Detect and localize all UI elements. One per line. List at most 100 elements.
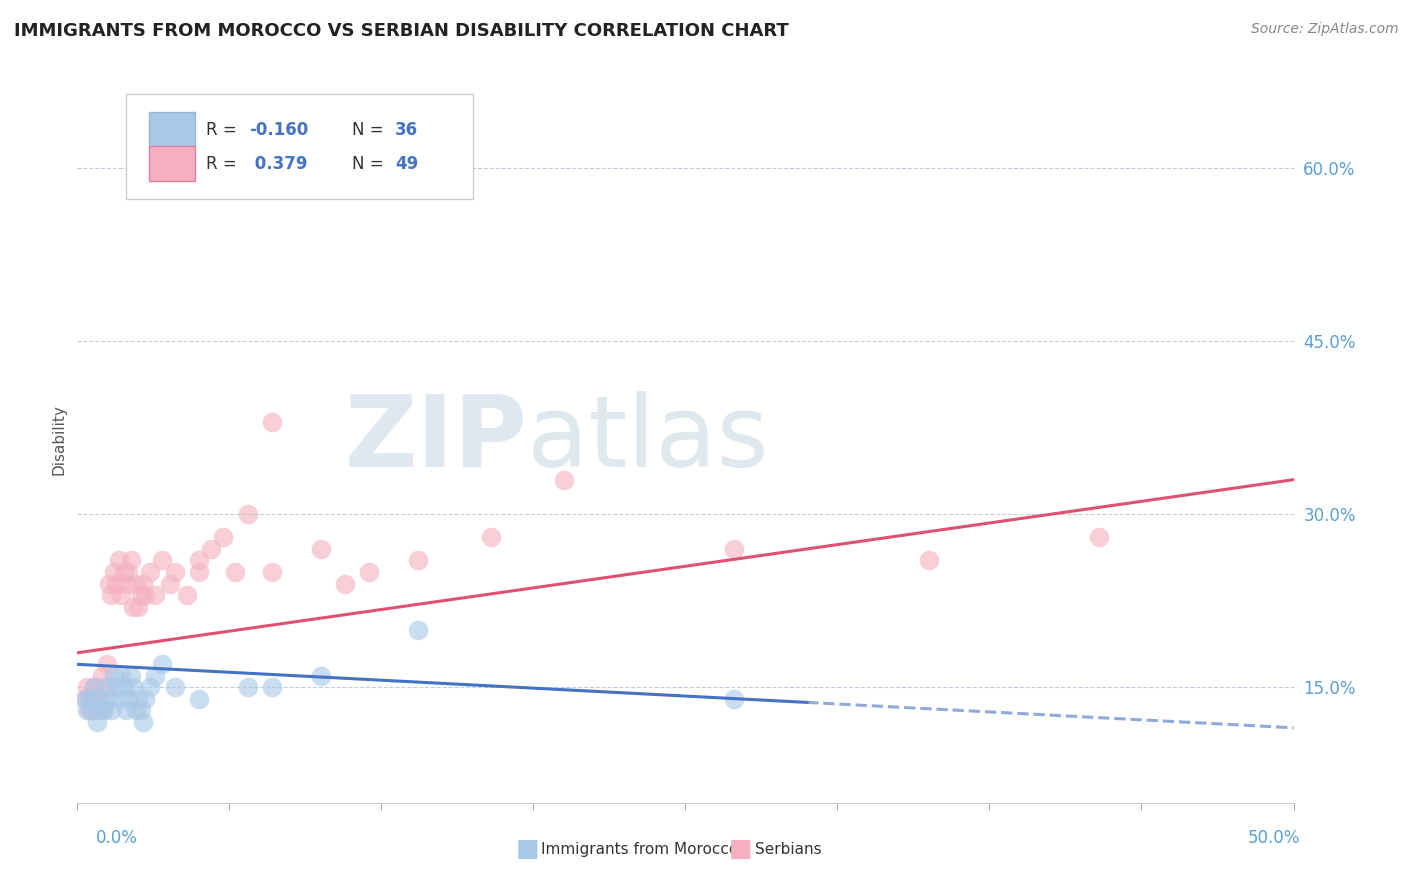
Point (112, 681, 135, 695)
Point (96, 681, 118, 695)
Point (110, 588, 132, 602)
Point (553, 473, 575, 487)
Point (115, 576, 138, 591)
Point (159, 576, 181, 591)
Point (97, 576, 120, 591)
Point (260, 681, 283, 695)
Point (152, 657, 174, 672)
Point (143, 669, 166, 683)
Point (93, 704, 115, 718)
Point (103, 669, 125, 683)
Text: Source: ZipAtlas.com: Source: ZipAtlas.com (1251, 22, 1399, 37)
Point (176, 588, 198, 602)
Text: ■: ■ (516, 838, 538, 861)
Point (80, 704, 103, 718)
FancyBboxPatch shape (149, 112, 195, 147)
Y-axis label: Disability: Disability (51, 404, 66, 475)
Point (86, 714, 108, 729)
Point (127, 692, 149, 706)
Point (163, 565, 186, 579)
Text: N =: N = (352, 155, 384, 173)
Point (76, 704, 98, 718)
Point (83, 681, 105, 695)
Text: Immigrants from Morocco: Immigrants from Morocco (541, 842, 738, 856)
Point (117, 692, 139, 706)
Point (260, 565, 283, 579)
Point (93, 681, 115, 695)
Point (90, 704, 112, 718)
Point (110, 669, 132, 683)
Point (139, 565, 162, 579)
Point (359, 565, 381, 579)
Text: 50.0%: 50.0% (1249, 829, 1301, 847)
Point (132, 714, 155, 729)
Point (406, 553, 429, 567)
Text: IMMIGRANTS FROM MOROCCO VS SERBIAN DISABILITY CORRELATION CHART: IMMIGRANTS FROM MOROCCO VS SERBIAN DISAB… (14, 22, 789, 40)
Point (188, 692, 211, 706)
Text: R =: R = (207, 155, 238, 173)
Point (236, 508, 259, 522)
Point (479, 530, 502, 544)
Point (107, 692, 129, 706)
Text: 0.0%: 0.0% (96, 829, 138, 847)
Point (76, 681, 98, 695)
Point (120, 553, 142, 567)
Text: -0.160: -0.160 (249, 120, 308, 138)
Point (73, 692, 96, 706)
Point (723, 692, 745, 706)
Point (122, 599, 145, 614)
Point (120, 669, 142, 683)
Point (406, 623, 429, 637)
FancyBboxPatch shape (127, 94, 472, 200)
Point (97, 692, 120, 706)
Point (143, 588, 166, 602)
Point (129, 704, 152, 718)
Point (139, 681, 162, 695)
Point (79, 704, 101, 718)
Point (132, 576, 155, 591)
Point (125, 576, 148, 591)
Point (100, 588, 122, 602)
Point (152, 553, 174, 567)
Text: 0.379: 0.379 (249, 155, 308, 173)
Point (112, 565, 135, 579)
Point (129, 588, 152, 602)
Text: ZIP: ZIP (344, 391, 527, 488)
Point (96, 657, 118, 672)
Point (309, 541, 332, 556)
Point (105, 681, 128, 695)
Point (89, 692, 111, 706)
Point (723, 541, 745, 556)
Point (125, 704, 148, 718)
Point (122, 681, 145, 695)
Text: 49: 49 (395, 155, 418, 173)
Point (188, 553, 211, 567)
Point (86, 704, 108, 718)
Point (188, 565, 211, 579)
Text: R =: R = (207, 120, 238, 138)
Point (115, 704, 138, 718)
Point (134, 588, 156, 602)
Point (224, 565, 246, 579)
Point (73, 692, 96, 706)
Point (107, 553, 129, 567)
Point (163, 681, 186, 695)
Point (918, 553, 941, 567)
Point (1088, 530, 1111, 544)
Point (236, 681, 259, 695)
Point (83, 681, 105, 695)
Point (103, 565, 125, 579)
Point (100, 704, 122, 718)
Point (309, 669, 332, 683)
Point (117, 565, 139, 579)
Text: atlas: atlas (527, 391, 769, 488)
Point (127, 599, 149, 614)
Point (80, 692, 103, 706)
Point (105, 576, 128, 591)
Point (260, 415, 283, 429)
Point (212, 530, 235, 544)
Point (333, 576, 356, 591)
Point (200, 541, 222, 556)
Text: N =: N = (352, 120, 384, 138)
Text: 36: 36 (395, 120, 418, 138)
